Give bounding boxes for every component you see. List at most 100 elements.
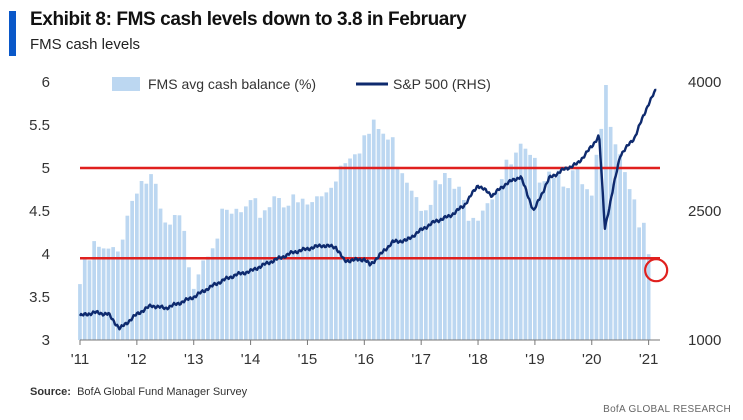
- cash-bar: [267, 207, 272, 340]
- cash-bar: [608, 126, 613, 341]
- cash-bar: [414, 197, 419, 340]
- cash-bar: [376, 129, 381, 340]
- cash-bar: [637, 227, 641, 340]
- right-axis-tick: 2500: [688, 203, 721, 220]
- cash-bar: [566, 188, 570, 340]
- cash-bar: [92, 241, 96, 340]
- cash-bar: [433, 180, 438, 340]
- cash-bar: [485, 203, 490, 340]
- cash-bar: [225, 209, 229, 340]
- x-axis-tick: '19: [525, 351, 545, 368]
- cash-bar: [589, 195, 594, 340]
- cash-bar: [452, 188, 457, 340]
- cash-bar: [409, 190, 414, 340]
- cash-bar: [400, 173, 405, 340]
- cash-bar: [594, 154, 599, 340]
- legend: FMS avg cash balance (%) S&P 500 (RHS): [112, 76, 491, 92]
- cash-bar: [125, 215, 130, 340]
- cash-bar: [163, 222, 168, 340]
- cash-bar: [97, 246, 101, 340]
- cash-bar: [206, 256, 210, 340]
- x-axis-tick: '13: [184, 351, 204, 368]
- cash-bar: [177, 215, 182, 340]
- x-axis-tick: '17: [411, 351, 431, 368]
- cash-bar: [281, 207, 286, 340]
- cash-bar: [476, 220, 480, 340]
- cash-bar: [438, 184, 442, 340]
- cash-bar: [386, 139, 390, 340]
- cash-bar: [191, 288, 196, 340]
- cash-bar: [277, 198, 281, 340]
- cash-bar: [239, 212, 243, 340]
- right-axis-tick: 4000: [688, 74, 721, 91]
- cash-bar: [632, 199, 637, 340]
- left-axis-tick: 3: [42, 332, 50, 349]
- cash-bar: [542, 181, 547, 340]
- cash-bar: [187, 267, 191, 340]
- cash-bar: [646, 254, 651, 340]
- left-axis-tick: 4: [42, 246, 50, 263]
- cash-bar: [353, 154, 357, 340]
- cash-bar: [291, 194, 296, 340]
- left-axis-tick: 3.5: [29, 289, 50, 306]
- cash-bar: [210, 248, 215, 340]
- cash-bar: [556, 170, 561, 340]
- right-axis-ticks: 1000 2500 4000: [688, 74, 721, 349]
- cash-bar: [471, 217, 476, 340]
- cash-bar: [523, 148, 528, 340]
- cash-bar: [168, 224, 172, 340]
- cash-bar: [642, 222, 646, 340]
- cash-bar: [215, 238, 220, 340]
- cash-bar: [329, 187, 333, 340]
- cash-bar: [357, 153, 362, 340]
- cash-bar: [319, 196, 324, 340]
- cash-bar: [618, 154, 622, 340]
- x-axis-tick: '14: [241, 351, 261, 368]
- cash-bar: [334, 181, 338, 340]
- left-axis-ticks: 3 3.5 4 4.5 5 5.5 6: [29, 74, 50, 349]
- cash-bar: [613, 144, 618, 340]
- cash-bar: [201, 260, 205, 340]
- cash-bar: [457, 186, 461, 340]
- x-axis-tick: '16: [355, 351, 375, 368]
- cash-bar: [419, 210, 423, 340]
- cash-bar: [172, 215, 177, 340]
- cash-bar: [258, 217, 262, 340]
- cash-bar: [82, 258, 87, 340]
- cash-bar: [547, 171, 551, 340]
- cash-bar: [144, 183, 149, 340]
- cash-bar: [462, 200, 466, 340]
- cash-bar: [381, 133, 386, 340]
- x-axis-tick: '21: [639, 351, 659, 368]
- chart-subtitle: FMS cash levels: [30, 36, 141, 53]
- cash-bar: [130, 200, 134, 340]
- cash-bar: [424, 210, 428, 340]
- legend-label-cash: FMS avg cash balance (%): [148, 76, 316, 92]
- cash-bar: [111, 247, 115, 340]
- cash-bar: [599, 128, 604, 340]
- cash-bar: [371, 119, 376, 340]
- cash-bar: [480, 210, 485, 340]
- cash-bar: [182, 230, 187, 340]
- cash-bar: [533, 157, 537, 340]
- cash-bar: [262, 210, 267, 340]
- source-note: Source: BofA Global Fund Manager Survey: [30, 386, 247, 398]
- cash-bar: [101, 248, 106, 340]
- cash-bar: [106, 248, 111, 340]
- brand-footer: BofA GLOBAL RESEARCH: [603, 404, 731, 415]
- cash-bar: [196, 274, 201, 340]
- cash-bar: [296, 202, 300, 340]
- cash-bar: [300, 198, 305, 340]
- cash-bar: [570, 170, 575, 340]
- title-accent-bar: [9, 11, 16, 56]
- cash-bar: [575, 167, 580, 340]
- left-axis-tick: 5: [42, 160, 50, 177]
- cash-bar: [528, 154, 532, 340]
- cash-bar: [466, 220, 471, 340]
- cash-bar: [390, 137, 395, 340]
- cash-bar: [428, 204, 433, 340]
- source-text: BofA Global Fund Manager Survey: [77, 386, 248, 398]
- cash-bar: [561, 186, 566, 340]
- cash-bar: [120, 239, 125, 340]
